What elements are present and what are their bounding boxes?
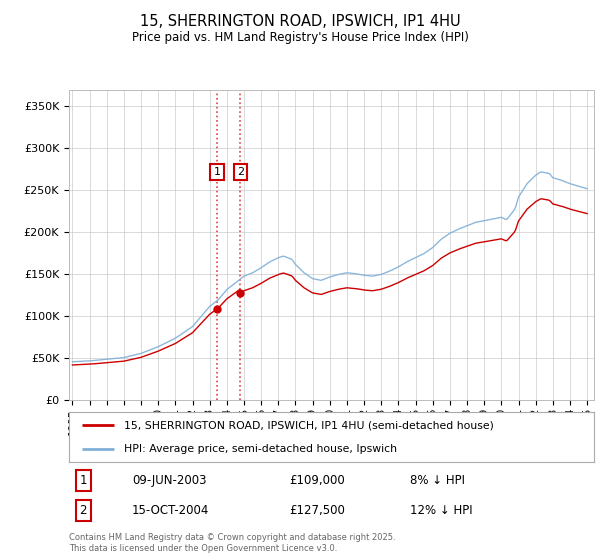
Text: £109,000: £109,000 [290, 474, 345, 487]
Text: 15, SHERRINGTON ROAD, IPSWICH, IP1 4HU: 15, SHERRINGTON ROAD, IPSWICH, IP1 4HU [140, 14, 460, 29]
Text: 15, SHERRINGTON ROAD, IPSWICH, IP1 4HU (semi-detached house): 15, SHERRINGTON ROAD, IPSWICH, IP1 4HU (… [124, 420, 494, 430]
Text: 12% ↓ HPI: 12% ↓ HPI [410, 504, 473, 517]
Text: 1: 1 [214, 167, 221, 177]
Text: £127,500: £127,500 [290, 504, 346, 517]
Text: 2: 2 [237, 167, 244, 177]
Text: Contains HM Land Registry data © Crown copyright and database right 2025.
This d: Contains HM Land Registry data © Crown c… [69, 533, 395, 553]
Text: 09-JUN-2003: 09-JUN-2003 [132, 474, 206, 487]
Text: 2: 2 [79, 504, 87, 517]
Text: 1: 1 [79, 474, 87, 487]
Text: 15-OCT-2004: 15-OCT-2004 [132, 504, 209, 517]
Text: Price paid vs. HM Land Registry's House Price Index (HPI): Price paid vs. HM Land Registry's House … [131, 31, 469, 44]
Text: HPI: Average price, semi-detached house, Ipswich: HPI: Average price, semi-detached house,… [124, 445, 397, 454]
Text: 8% ↓ HPI: 8% ↓ HPI [410, 474, 465, 487]
